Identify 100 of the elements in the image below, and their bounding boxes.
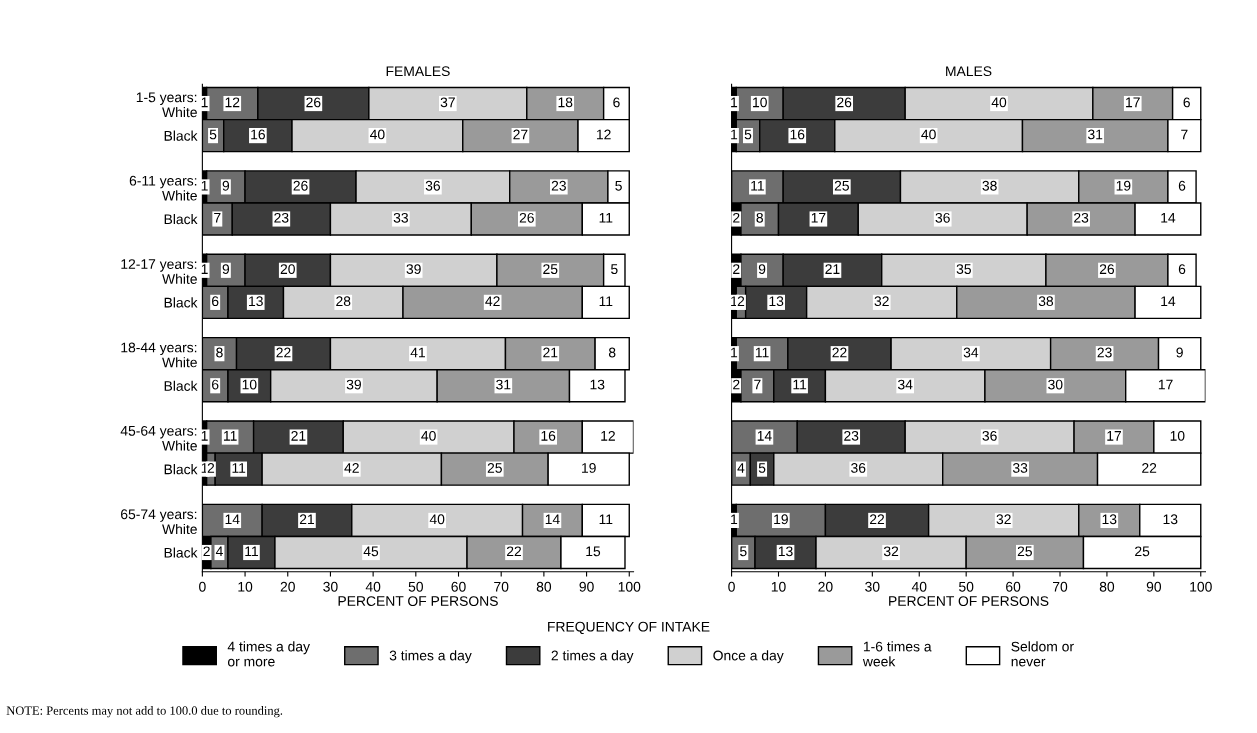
data-label: 36 [935, 212, 950, 223]
data-label: 16 [790, 129, 805, 140]
data-label: 14 [1161, 296, 1176, 306]
data-label: 38 [982, 180, 997, 191]
y-tick-label: Black [164, 547, 198, 558]
data-label: 6 [212, 379, 219, 390]
data-label: 13 [590, 379, 605, 390]
data-label: 34 [963, 347, 979, 358]
data-label: 25 [1017, 546, 1032, 557]
data-label: 8 [608, 347, 616, 358]
data-label: 21 [543, 347, 558, 358]
x-tick-label: 10 [771, 581, 786, 592]
data-label: 11 [245, 546, 258, 557]
data-label: 6 [1178, 180, 1186, 191]
legend-label: 3 times a day [389, 650, 472, 664]
x-tick-label: 90 [1146, 581, 1162, 592]
chart-title: FEMALES [386, 66, 450, 77]
data-label: 13 [249, 296, 263, 307]
data-label: 9 [1176, 347, 1183, 358]
y-tick-label: Black [164, 297, 198, 308]
data-label: 40 [421, 430, 436, 441]
data-label: 22 [276, 347, 291, 358]
text: NOTE: Percents may not add to 100.0 due to rounding. [6, 706, 283, 718]
data-label: 16 [251, 129, 265, 140]
data-label: 2 [733, 212, 740, 223]
x-tick-label: 10 [238, 581, 253, 592]
data-label: 20 [280, 264, 295, 275]
data-label: 19 [1116, 180, 1131, 191]
data-label: 5 [615, 180, 622, 191]
data-label: 31 [1088, 129, 1103, 140]
data-label: 23 [274, 212, 289, 223]
y-tick-label: 18-44 years: White [121, 342, 197, 368]
data-label: 8 [216, 347, 223, 358]
data-label: 17 [1107, 431, 1121, 441]
y-tick-label: 45-64 years: White [120, 425, 197, 451]
x-tick-label: 60 [1006, 581, 1021, 592]
data-label: 39 [406, 264, 421, 275]
data-label: 27 [513, 129, 528, 140]
data-label: 26 [1099, 264, 1115, 275]
x-tick-label: 70 [1053, 581, 1068, 592]
data-label: 9 [222, 264, 230, 275]
x-tick-label: 40 [365, 581, 381, 592]
data-label: 37 [440, 97, 455, 108]
data-label: 11 [751, 180, 764, 191]
data-label: 26 [519, 212, 534, 223]
data-label: 14 [1161, 213, 1176, 223]
data-label: 6 [212, 296, 219, 307]
data-label: 25 [543, 264, 558, 275]
data-label: 39 [346, 379, 361, 390]
data-label: 13 [1102, 514, 1117, 525]
data-label: 14 [757, 431, 772, 441]
data-label: 11 [232, 463, 246, 473]
data-label: 26 [306, 97, 321, 108]
x-tick-label: 0 [199, 581, 206, 592]
data-label: 31 [496, 379, 511, 390]
data-label: 12 [596, 129, 611, 140]
data-label: 23 [551, 180, 566, 191]
x-tick-label: 20 [818, 581, 833, 592]
data-label: 17 [811, 213, 826, 223]
x-tick-label: 100 [618, 581, 641, 592]
legend-label: 4 times a day or more [227, 641, 310, 667]
data-label: 36 [982, 430, 997, 441]
data-label: 41 [410, 347, 425, 358]
data-label: 2 [733, 379, 740, 390]
data-label: 32 [883, 546, 899, 557]
x-tick-label: 30 [865, 581, 880, 592]
data-label: 9 [222, 180, 230, 191]
y-tick-label: Black [164, 380, 198, 391]
data-label: 4 [737, 463, 745, 473]
y-tick-label: Black [164, 464, 198, 475]
data-label: 5 [758, 463, 766, 473]
data-label: 34 [897, 379, 913, 390]
data-label: 22 [506, 546, 522, 557]
x-axis-title: PERCENT OF PERSONS [889, 596, 1049, 606]
data-label: 16 [541, 430, 556, 441]
data-label: 11 [793, 379, 807, 390]
y-tick-label: 12-17 years: White [121, 259, 197, 284]
data-label: 10 [1170, 430, 1185, 441]
data-label: 17 [1126, 97, 1140, 108]
x-tick-label: 50 [408, 581, 423, 592]
data-label: 13 [769, 296, 784, 307]
x-tick-label: 80 [1099, 581, 1115, 592]
y-tick-label: Black [164, 213, 198, 225]
x-tick-label: 0 [728, 581, 735, 592]
data-label: 40 [921, 129, 936, 140]
data-label: 33 [1012, 463, 1028, 473]
legend-label: Seldom or never [1011, 641, 1074, 667]
data-label: 28 [336, 296, 351, 307]
data-label: 5 [744, 129, 752, 140]
data-label: 26 [837, 97, 852, 108]
x-tick-label: 50 [959, 581, 974, 592]
data-label: 12 [225, 97, 240, 108]
data-label: 40 [369, 129, 385, 140]
data-label: 14 [225, 514, 240, 525]
data-label: 9 [758, 264, 766, 275]
data-label: 40 [991, 97, 1007, 108]
data-label: 25 [834, 180, 849, 191]
data-label: 11 [223, 431, 237, 441]
data-label: 2 [733, 264, 740, 274]
data-label: 21 [291, 430, 306, 441]
